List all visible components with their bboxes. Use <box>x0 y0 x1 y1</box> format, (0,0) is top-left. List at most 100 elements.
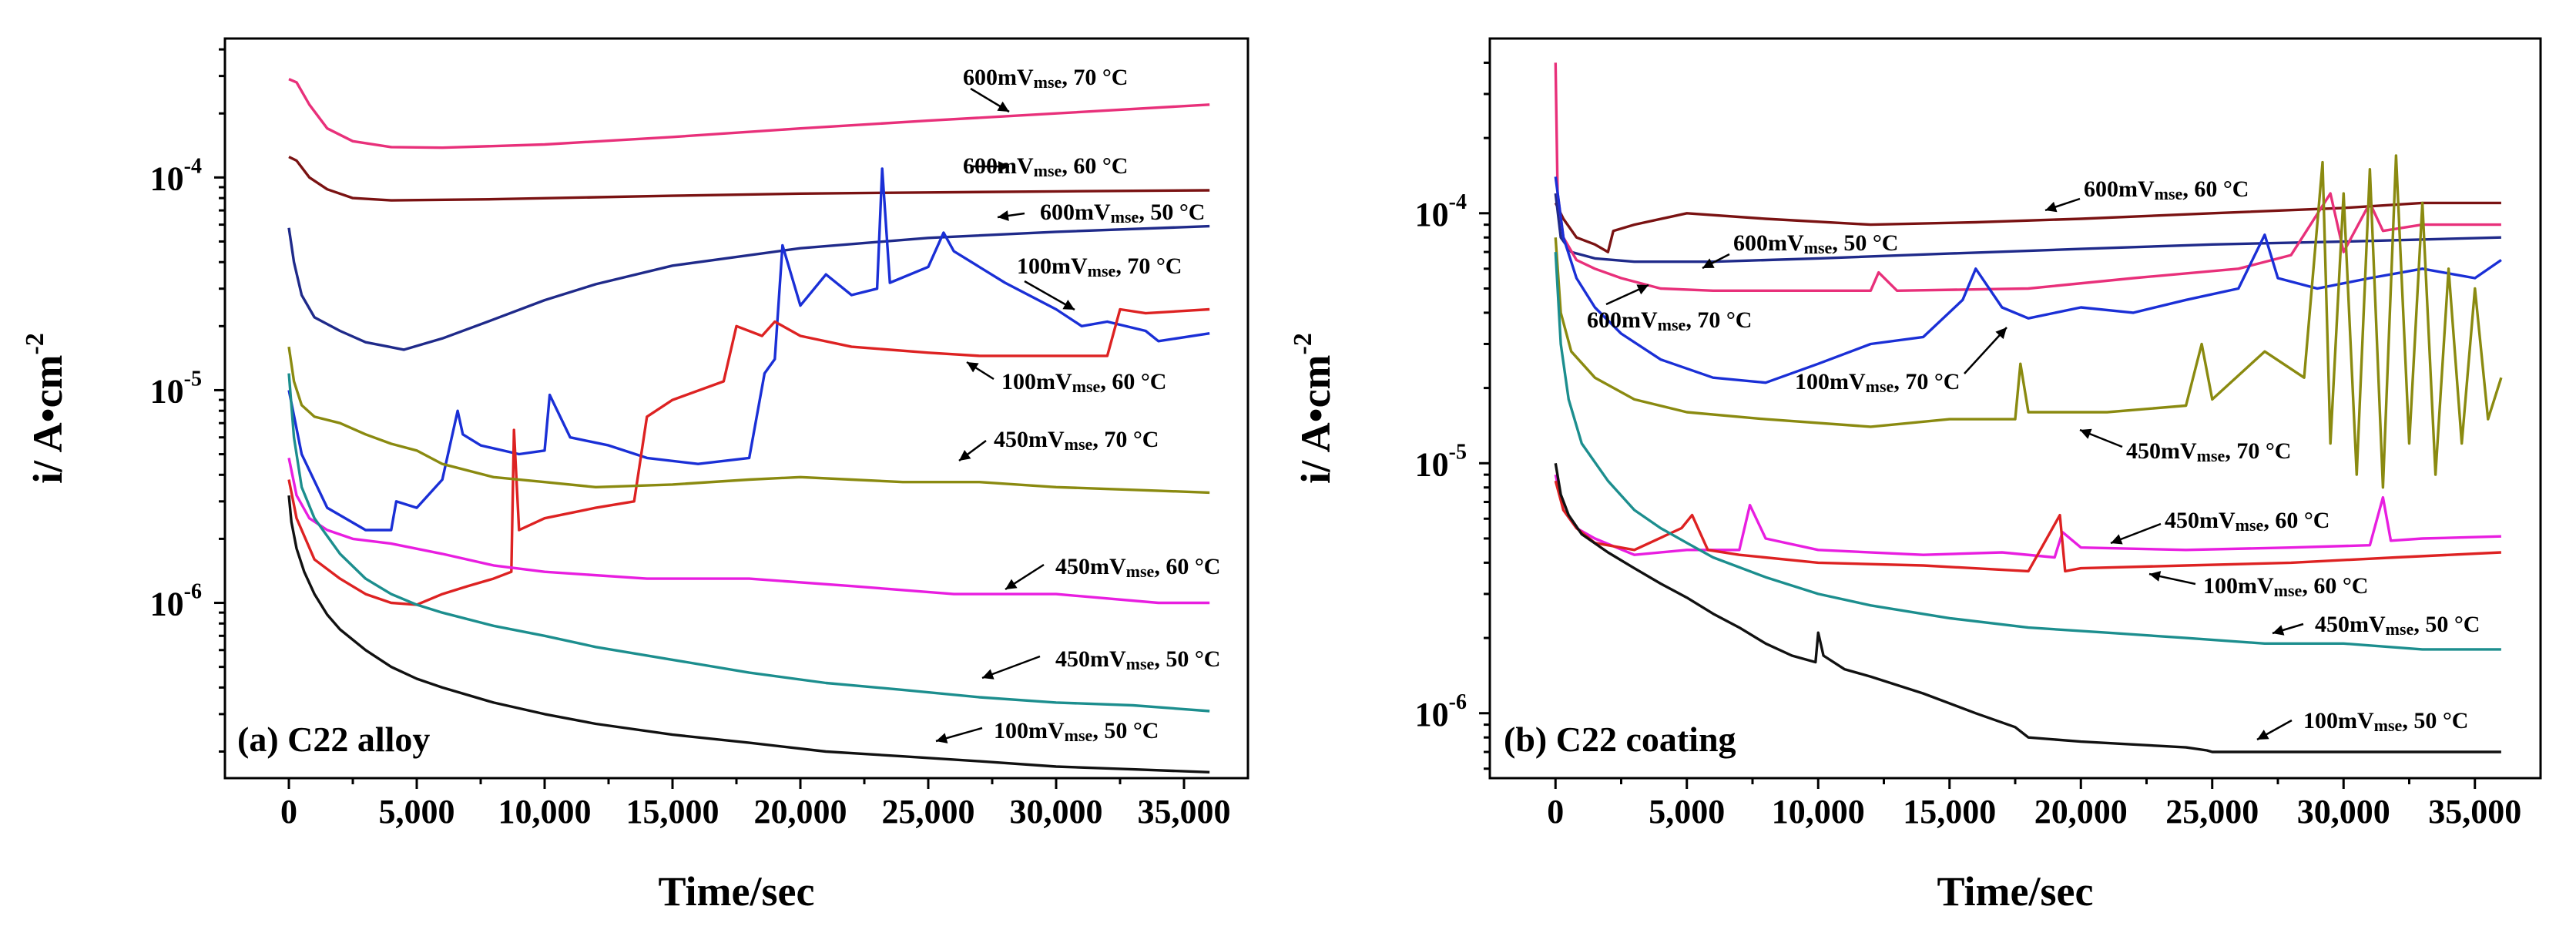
annotation-base: 450mV <box>1055 554 1126 579</box>
series-line-600mvmse-60-c <box>1554 201 2501 253</box>
annotation-suffix: , 50 °C <box>1832 230 1898 256</box>
series-annotation: 600mVmse, 50 °C <box>1040 200 1205 227</box>
annotation-suffix: , 70 °C <box>1115 253 1182 279</box>
y-tick-label: 10-4 <box>150 154 202 197</box>
y-tick-exponent: -6 <box>1449 690 1467 714</box>
x-tick-label: 35,000 <box>1138 793 1231 831</box>
annotation-suffix: , 70 °C <box>1685 307 1752 333</box>
x-tick-label: 0 <box>280 793 297 831</box>
annotation-suffix: , 50 °C <box>1154 646 1220 672</box>
x-tick-label: 10,000 <box>1772 793 1865 831</box>
y-tick-exponent: -4 <box>184 154 202 178</box>
annotation-subscript: mse <box>1111 207 1139 227</box>
series-annotation: 100mVmse, 70 °C <box>1795 369 1960 396</box>
annotation-arrowhead <box>998 161 1009 172</box>
y-tick-label: 10-5 <box>150 367 202 410</box>
series-group <box>1554 62 2503 753</box>
series-line-450mvmse-50-c <box>287 373 1210 713</box>
annotation-base: 600mV <box>1587 307 1658 333</box>
y-axis-title: i/ A•cm-2 <box>1289 333 1339 484</box>
y-tick-exponent: -5 <box>184 367 202 391</box>
x-tick-label: 20,000 <box>2034 793 2128 831</box>
annotation-suffix: , 50 °C <box>2402 708 2468 733</box>
series-line-450mvmse-70-c <box>1554 154 2503 489</box>
annotation-suffix: , 60 °C <box>2302 573 2368 599</box>
annotation-subscript: mse <box>1065 726 1093 745</box>
annotation-suffix: , 50 °C <box>1139 200 1205 225</box>
y-tick-exponent: -5 <box>1449 440 1467 464</box>
series-annotation: 450mVmse, 70 °C <box>994 427 1159 454</box>
annotation-arrowhead <box>2111 534 2123 545</box>
annotation-base: 450mV <box>2165 508 2236 533</box>
annotation-arrowhead <box>1636 284 1649 295</box>
annotation-arrowhead <box>2257 730 2269 740</box>
series-annotation: 450mVmse, 70 °C <box>2126 438 2291 465</box>
annotation-base: 450mV <box>1055 646 1126 672</box>
annotation-suffix: , 70 °C <box>1092 427 1159 452</box>
series-annotation: 600mVmse, 60 °C <box>963 153 1128 180</box>
x-tick-label: 5,000 <box>379 793 455 831</box>
annotation-arrowhead <box>936 733 948 743</box>
panel-b: 0 5,000 10,000 15,000 20,000 25,000 30,000 35,0… <box>1289 37 2542 914</box>
series-line-450mvmse-50-c <box>1554 252 2501 651</box>
annotation-arrowhead <box>982 669 995 680</box>
annotation-subscript: mse <box>1658 315 1686 334</box>
annotation-arrowhead <box>2080 428 2092 439</box>
y-axis-title-main: i/ A•cm <box>1293 354 1339 483</box>
annotation-base: 450mV <box>2126 438 2197 464</box>
x-tick-label: 20,000 <box>754 793 847 831</box>
series-annotation: 100mVmse, 60 °C <box>1001 369 1166 396</box>
series-line-600mvmse-70-c <box>1554 62 2501 292</box>
series-annotation: 100mVmse, 50 °C <box>994 718 1159 745</box>
series-annotation: 100mVmse, 70 °C <box>1017 253 1182 280</box>
annotation-subscript: mse <box>1034 161 1062 180</box>
annotation-subscript: mse <box>1072 377 1101 396</box>
x-tick-label: 25,000 <box>882 793 975 831</box>
annotation-arrowhead <box>2272 625 2285 636</box>
annotation-suffix: , 60 °C <box>1154 554 1220 579</box>
series-annotation: 600mVmse, 60 °C <box>2084 176 2249 203</box>
series-line-600mvmse-50-c <box>287 224 1210 351</box>
series-line-100mvmse-50-c <box>1554 463 2501 753</box>
annotation-subscript: mse <box>2386 619 2414 639</box>
y-tick-label: 10-6 <box>1415 690 1467 733</box>
x-tick-label: 30,000 <box>2297 793 2390 831</box>
annotation-suffix: , 70 °C <box>1062 65 1128 90</box>
x-axis-title: Time/sec <box>659 868 815 914</box>
y-axis-title: i/ A•cm-2 <box>21 333 71 484</box>
x-tick-label: 15,000 <box>626 793 719 831</box>
y-tick-base: 10 <box>1415 445 1449 483</box>
y-tick-base: 10 <box>150 159 184 197</box>
annotation-subscript: mse <box>2274 581 2303 600</box>
annotation-base: 100mV <box>1795 369 1866 394</box>
series-annotation: 450mVmse, 50 °C <box>1055 646 1220 673</box>
series-line-600mvmse-60-c <box>288 156 1210 202</box>
annotation-base: 100mV <box>1001 369 1072 394</box>
x-axis-title: Time/sec <box>1937 868 2094 914</box>
y-axis-title-exponent: -2 <box>1289 333 1317 354</box>
annotation-arrowhead <box>997 101 1009 112</box>
annotation-suffix: , 60 °C <box>2182 176 2249 202</box>
x-tick-label: 30,000 <box>1010 793 1103 831</box>
annotation-base: 100mV <box>994 718 1065 743</box>
series-line-100mvmse-70-c <box>287 167 1210 532</box>
y-tick-label: 10-4 <box>1415 190 1467 233</box>
y-tick-exponent: -6 <box>184 580 202 604</box>
series-annotation: 600mVmse, 70 °C <box>1587 307 1752 334</box>
y-tick-base: 10 <box>150 372 184 410</box>
series-annotation: 100mVmse, 50 °C <box>2303 708 2468 735</box>
annotation-subscript: mse <box>2374 716 2403 735</box>
series-line-450mvmse-70-c <box>287 346 1210 495</box>
annotation-subscript: mse <box>1034 72 1062 92</box>
annotation-suffix: , 50 °C <box>1092 718 1159 743</box>
series-group <box>287 78 1210 774</box>
series-line-600mvmse-70-c <box>288 78 1210 149</box>
x-tick-label: 25,000 <box>2165 793 2259 831</box>
annotation-suffix: , 70 °C <box>1893 369 1960 394</box>
x-tick-label: 10,000 <box>498 793 592 831</box>
annotation-base: 600mV <box>963 153 1034 179</box>
series-annotation: 450mVmse, 60 °C <box>1055 554 1220 581</box>
annotation-base: 100mV <box>1017 253 1088 279</box>
y-tick-base: 10 <box>1415 196 1449 233</box>
